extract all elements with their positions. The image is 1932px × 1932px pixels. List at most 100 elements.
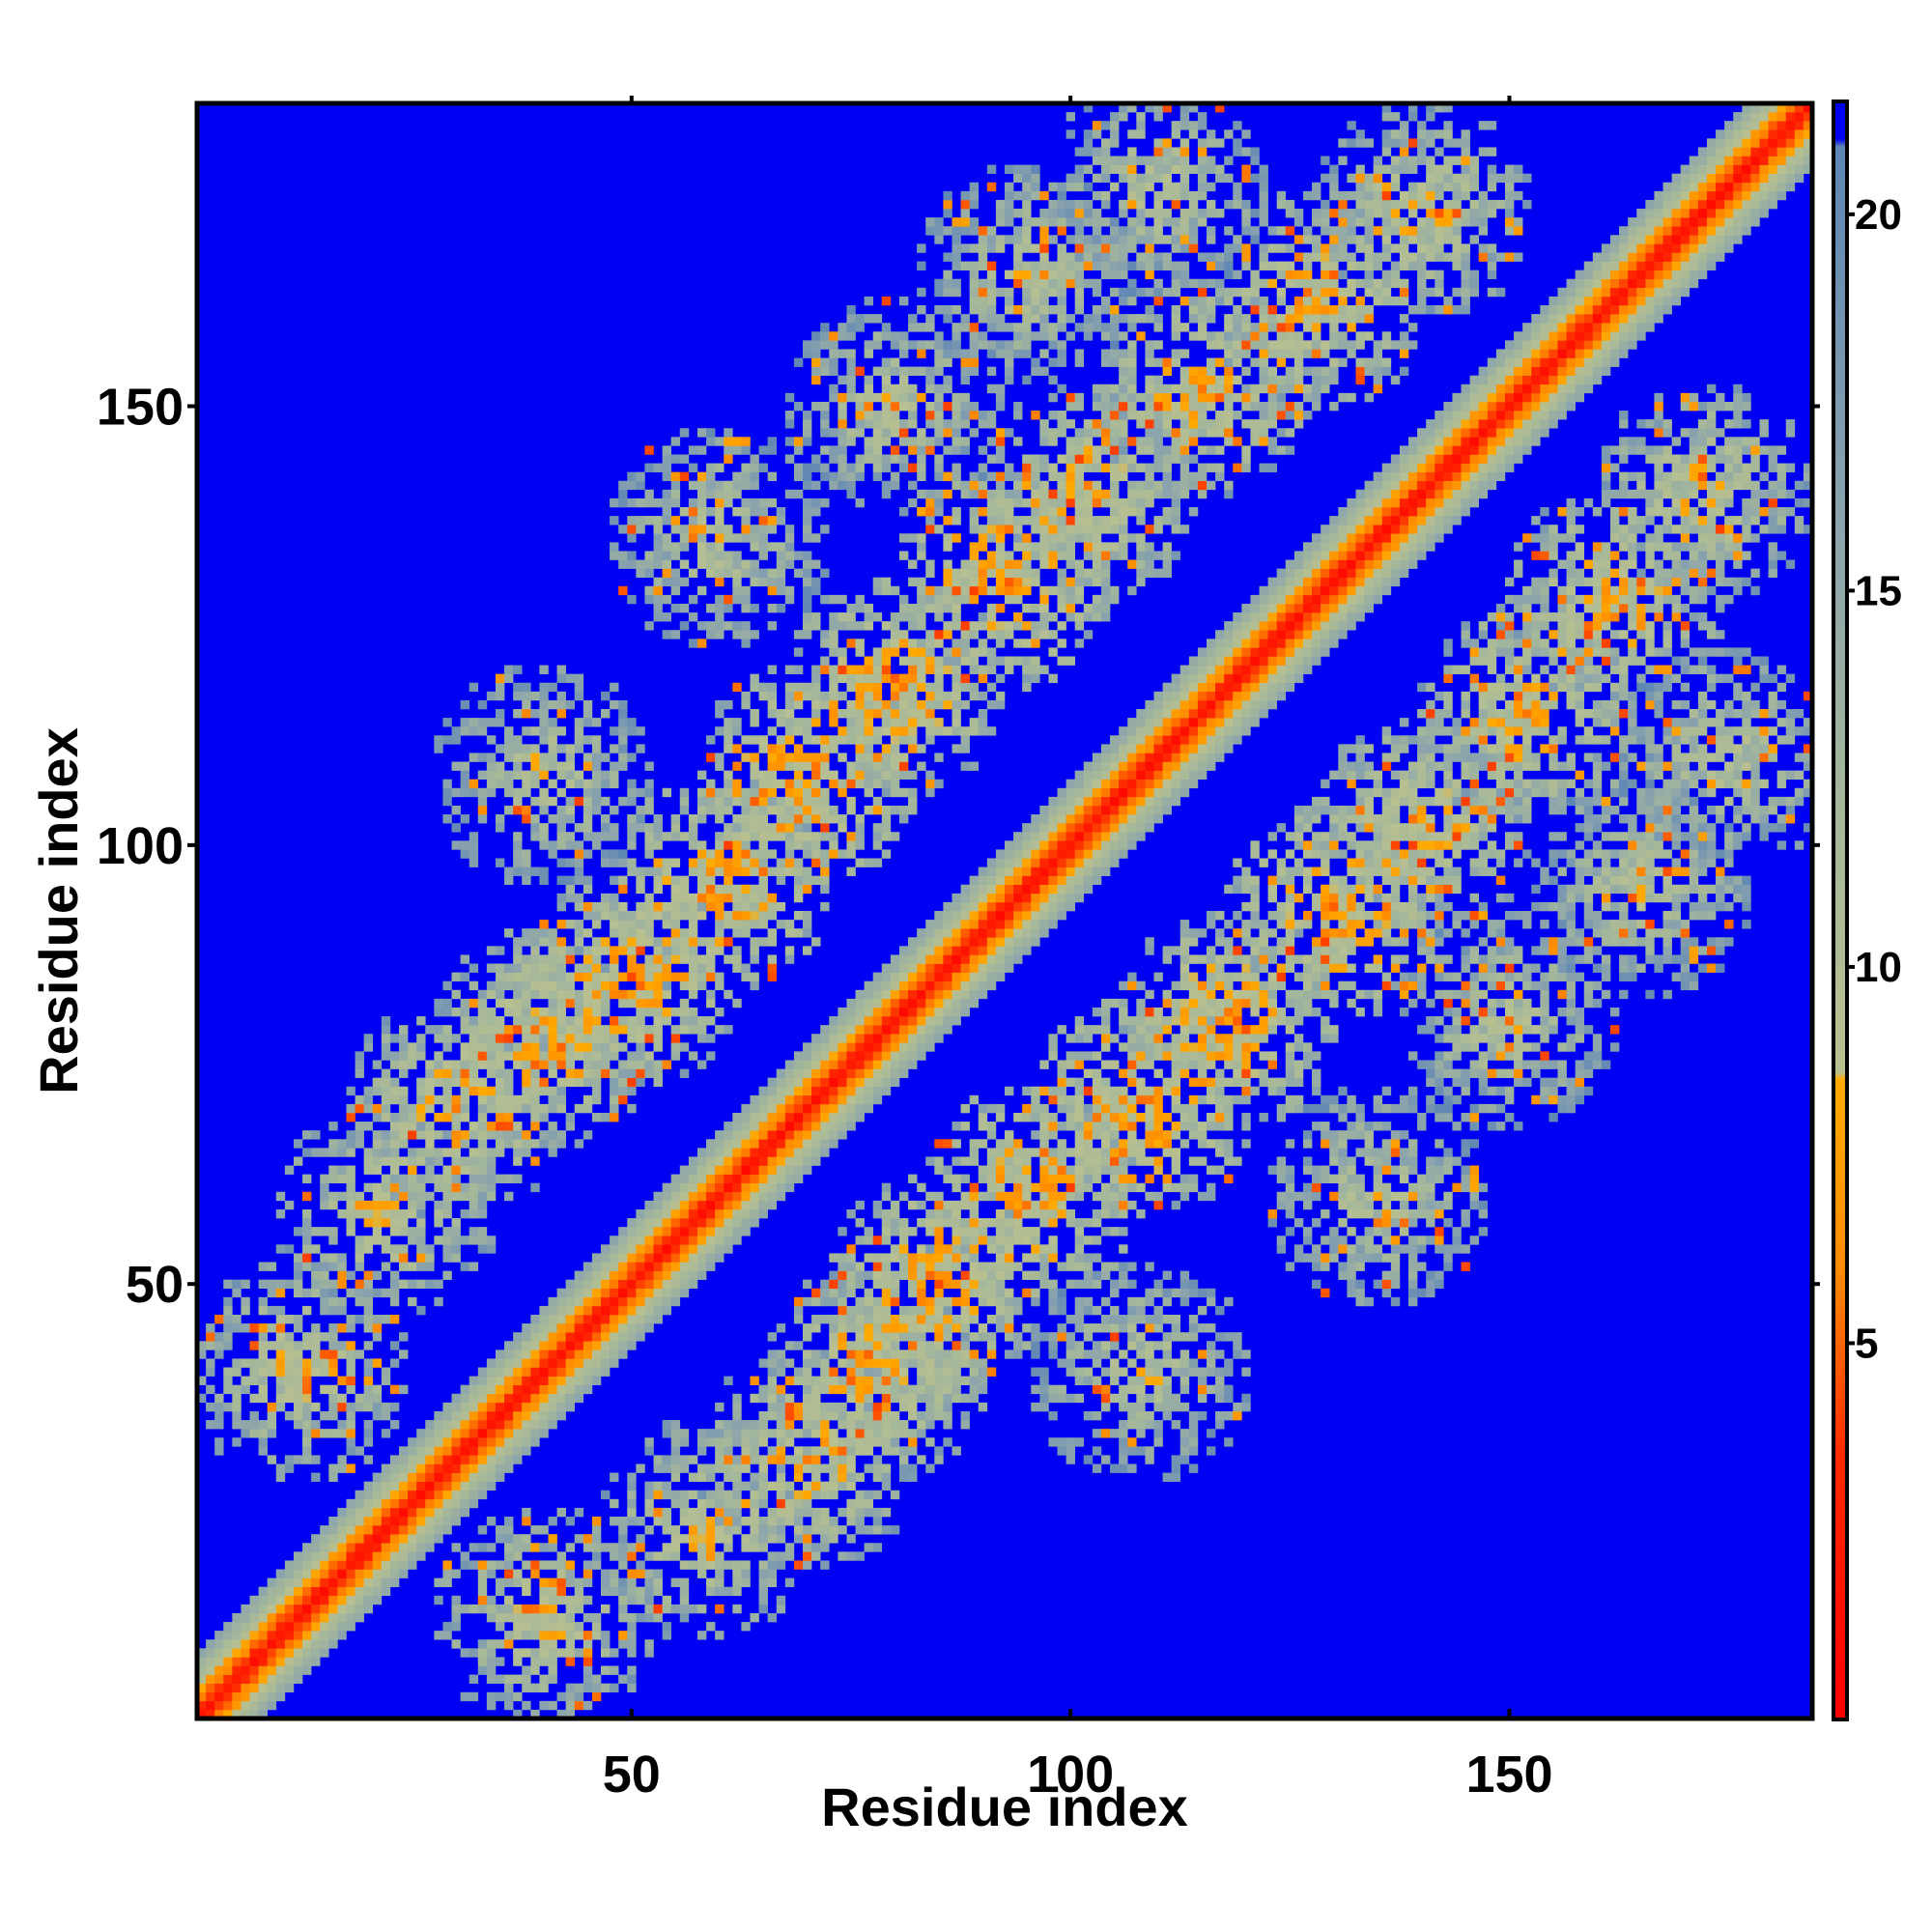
heatmap-cell (768, 1403, 777, 1411)
heatmap-cell (794, 402, 803, 411)
heatmap-cell (838, 1051, 846, 1060)
heatmap-cell (943, 964, 952, 973)
heatmap-cell (557, 1104, 566, 1113)
heatmap-cell (689, 1517, 697, 1525)
heatmap-cell (232, 1684, 241, 1692)
heatmap-cell (513, 1403, 522, 1411)
heatmap-cell (768, 849, 777, 858)
heatmap-cell (934, 973, 943, 981)
heatmap-cell (899, 1323, 908, 1332)
heatmap-cell (943, 1332, 952, 1341)
heatmap-cell (715, 578, 724, 586)
heatmap-cell (856, 1403, 865, 1411)
heatmap-cell (934, 1008, 943, 1016)
heatmap-cell (320, 1560, 328, 1569)
heatmap-cell (671, 630, 680, 639)
heatmap-cell (539, 832, 548, 840)
heatmap-cell (846, 1551, 855, 1560)
heatmap-cell (865, 1385, 873, 1394)
heatmap-cell (925, 1437, 934, 1446)
heatmap-cell (925, 981, 934, 990)
heatmap-cell (416, 1262, 425, 1270)
heatmap-cell (416, 1122, 425, 1130)
heatmap-cell (311, 1473, 320, 1482)
heatmap-cell (566, 780, 575, 788)
heatmap-cell (627, 595, 636, 604)
heatmap-cell (478, 1183, 487, 1192)
heatmap-cell (873, 1385, 882, 1394)
heatmap-cell (548, 1315, 556, 1323)
heatmap-cell (706, 1175, 715, 1183)
heatmap-cell (627, 1684, 636, 1692)
heatmap-cell (530, 928, 539, 937)
heatmap-cell (408, 1499, 416, 1508)
heatmap-cell (610, 1271, 618, 1280)
heatmap-cell (820, 1350, 829, 1358)
heatmap-cell (759, 1605, 768, 1613)
heatmap-cell (337, 1613, 346, 1622)
heatmap-cell (311, 1350, 320, 1358)
heatmap-cell (390, 1473, 399, 1482)
heatmap-cell (557, 1016, 566, 1025)
heatmap-cell (829, 1113, 838, 1122)
heatmap-cell (777, 586, 785, 595)
heatmap-cell (452, 1156, 461, 1165)
heatmap-cell (654, 1236, 663, 1244)
heatmap-cell (750, 1377, 758, 1385)
heatmap-cell (925, 1025, 934, 1034)
heatmap-cell (390, 1139, 399, 1148)
heatmap-cell (390, 1543, 399, 1551)
heatmap-cell (838, 1341, 846, 1350)
heatmap-cell (478, 1473, 487, 1482)
heatmap-cell (268, 1323, 276, 1332)
heatmap-cell (557, 1289, 566, 1297)
heatmap-cell (663, 630, 671, 639)
heatmap-cell (496, 1639, 504, 1648)
heatmap-cell (899, 674, 908, 683)
heatmap-cell (232, 1692, 241, 1701)
heatmap-cell (829, 1034, 838, 1042)
heatmap-cell (891, 735, 899, 744)
heatmap-cell (452, 1394, 461, 1403)
heatmap-cell (777, 507, 785, 516)
heatmap-cell (566, 1306, 575, 1315)
heatmap-cell (337, 1570, 346, 1578)
heatmap-cell (557, 692, 566, 700)
heatmap-cell (794, 692, 803, 700)
heatmap-cell (390, 1244, 399, 1253)
heatmap-cell (794, 780, 803, 788)
heatmap-cell (583, 1578, 592, 1587)
heatmap-cell (206, 1684, 214, 1692)
heatmap-cell (899, 595, 908, 604)
heatmap-cell (583, 1104, 592, 1113)
heatmap-cell (469, 1227, 478, 1236)
heatmap-cell (846, 1534, 855, 1543)
heatmap-cell (768, 928, 777, 937)
heatmap-cell (706, 507, 715, 516)
heatmap-cell (539, 1315, 548, 1323)
heatmap-cell (820, 1130, 829, 1139)
heatmap-cell (934, 666, 943, 674)
heatmap-cell (689, 1227, 697, 1236)
heatmap-cell (811, 1420, 820, 1429)
heatmap-cell (759, 542, 768, 551)
heatmap-cell (777, 1069, 785, 1078)
heatmap-cell (899, 1218, 908, 1227)
heatmap-cell (355, 1244, 364, 1253)
heatmap-cell (302, 1385, 311, 1394)
heatmap-cell (513, 1437, 522, 1446)
heatmap-cell (838, 1306, 846, 1315)
heatmap-cell (803, 1087, 811, 1095)
heatmap-cell (741, 832, 750, 840)
heatmap-cell (644, 964, 653, 973)
heatmap-cell (908, 674, 917, 683)
heatmap-cell (891, 384, 899, 393)
heatmap-cell (320, 1148, 328, 1156)
heatmap-cell (399, 1543, 408, 1551)
heatmap-cell (610, 1587, 618, 1596)
heatmap-cell (820, 1095, 829, 1104)
heatmap-cell (592, 1323, 601, 1332)
heatmap-cell (768, 1122, 777, 1130)
heatmap-cell (636, 1209, 644, 1218)
heatmap-cell (469, 1385, 478, 1394)
